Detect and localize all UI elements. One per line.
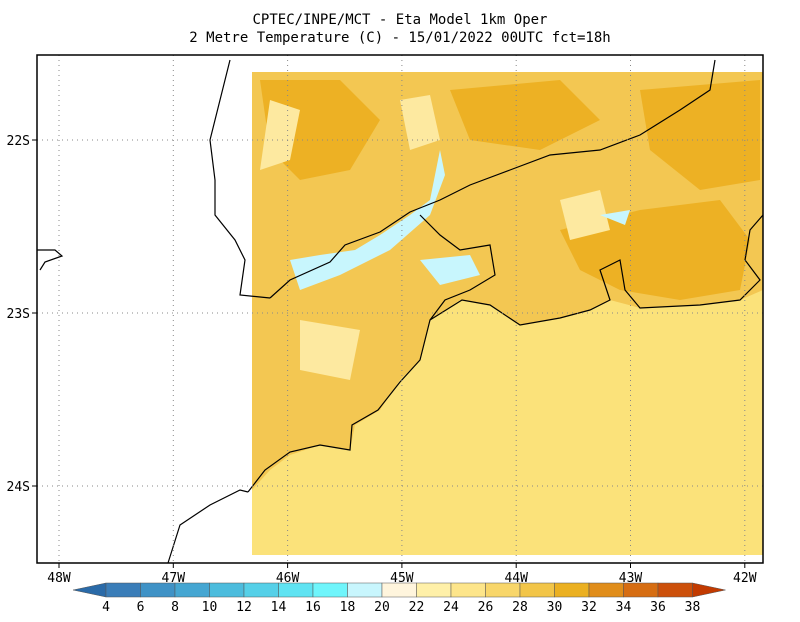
colorbar-label: 4	[102, 600, 110, 615]
colorbar-label: 24	[443, 600, 459, 615]
state-border-3	[209, 59, 271, 299]
lat-label: 23S	[7, 307, 30, 322]
colorbar-box	[554, 582, 590, 598]
title-line-1: CPTEC/INPE/MCT - Eta Model 1km Oper	[252, 12, 547, 28]
coast-line-west	[167, 489, 249, 564]
colorbar-box	[657, 582, 693, 598]
coast-line	[247, 214, 764, 493]
cold-patches	[290, 150, 630, 290]
colorbar-label: 14	[271, 600, 287, 615]
map-frame	[36, 54, 764, 564]
graticule	[32, 55, 763, 568]
state-border-2	[419, 214, 496, 321]
cool-patches	[260, 95, 610, 380]
colorbar-arrow	[692, 582, 726, 598]
colorbar-box	[416, 582, 452, 598]
colorbar-box	[209, 582, 245, 598]
colorbar-label: 16	[305, 600, 321, 615]
border-west	[37, 249, 64, 271]
colorbar-label: 12	[236, 600, 252, 615]
colorbar-label: 34	[616, 600, 632, 615]
lon-label: 47W	[162, 571, 186, 586]
lat-label: 22S	[7, 134, 30, 149]
colorbar-label: 6	[137, 600, 145, 615]
lon-label: 42W	[733, 571, 757, 586]
colorbar-box	[450, 582, 486, 598]
coastline	[37, 59, 764, 564]
title-line-2: 2 Metre Temperature (C) - 15/01/2022 00U…	[189, 30, 610, 46]
colorbar-label: 8	[171, 600, 179, 615]
colorbar-arrow	[72, 582, 107, 598]
lon-label: 48W	[47, 571, 71, 586]
lon-label: 46W	[276, 571, 300, 586]
colorbar-label: 30	[547, 600, 563, 615]
lat-label: 24S	[7, 480, 30, 495]
colorbar-label: 36	[650, 600, 666, 615]
colorbar-label: 10	[202, 600, 218, 615]
warm-patches	[260, 80, 760, 300]
colorbar-label: 20	[374, 600, 390, 615]
colorbar: 4 6 8 10 12 14 16 18 20 22 24 26 28 30 32 34 36 38	[72, 582, 726, 615]
colorbar-label: 38	[685, 600, 701, 615]
colorbar-label: 18	[340, 600, 356, 615]
lon-label: 44W	[504, 571, 528, 586]
colorbar-box	[105, 582, 141, 598]
land-field	[252, 72, 763, 490]
colorbar-label: 32	[581, 600, 597, 615]
lon-label: 43W	[619, 571, 643, 586]
colorbar-box	[312, 582, 348, 598]
colorbar-box	[243, 582, 279, 598]
colorbar-label: 22	[409, 600, 425, 615]
lon-label: 45W	[390, 571, 414, 586]
colorbar-label: 26	[478, 600, 494, 615]
colorbar-label: 28	[512, 600, 528, 615]
state-border	[269, 59, 716, 299]
colorbar-box	[347, 582, 383, 598]
